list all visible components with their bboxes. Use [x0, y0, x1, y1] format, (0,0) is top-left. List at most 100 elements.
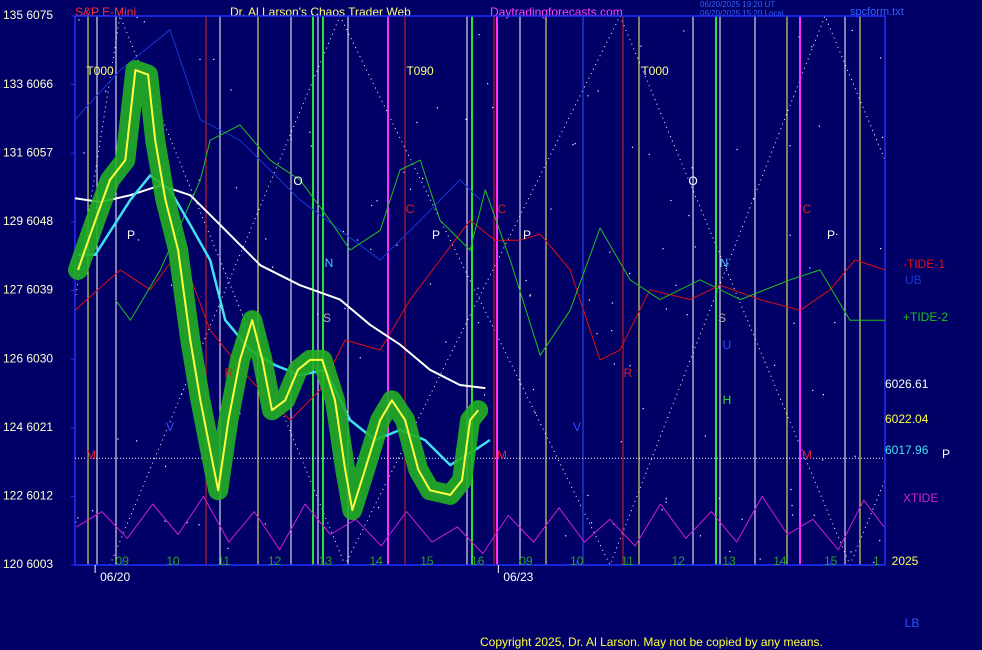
- star: [873, 561, 875, 563]
- series-line: [74, 29, 481, 261]
- star: [534, 412, 536, 414]
- star: [836, 233, 838, 236]
- star: [137, 239, 140, 241]
- annotation: M: [497, 448, 507, 462]
- star: [83, 152, 85, 154]
- annotation: P: [127, 228, 135, 242]
- star: [812, 389, 814, 392]
- star: [77, 517, 79, 519]
- star: [429, 283, 432, 285]
- star: [665, 501, 667, 503]
- star: [670, 199, 672, 202]
- x-tick-label: 1: [873, 554, 880, 568]
- star: [792, 514, 794, 516]
- annotation: C: [406, 202, 415, 216]
- star: [631, 146, 634, 148]
- star: [741, 518, 743, 520]
- x-tick-label: 10: [570, 554, 584, 568]
- copyright: Copyright 2025, Dr. Al Larson. May not b…: [480, 635, 823, 649]
- star: [736, 148, 738, 151]
- star: [596, 333, 598, 335]
- star: [789, 145, 791, 147]
- annotation: C: [498, 202, 507, 216]
- y-tick-label: 122 6012: [3, 489, 53, 503]
- star: [729, 550, 731, 553]
- star: [879, 57, 882, 59]
- star: [264, 523, 266, 525]
- legend-label: XTIDE: [903, 491, 938, 505]
- series-line: [76, 495, 885, 555]
- star: [164, 465, 167, 467]
- series-line: [74, 219, 886, 421]
- y-tick-label: 127 6039: [3, 283, 53, 297]
- timestamp: 06/20/2025 15:20 Local: [700, 9, 784, 18]
- star: [235, 187, 238, 189]
- star: [565, 535, 567, 537]
- star: [342, 230, 344, 233]
- star: [683, 30, 685, 32]
- star: [136, 16, 138, 19]
- last-value-label: 6026.61: [885, 377, 929, 391]
- star: [620, 441, 622, 443]
- annotation: M: [802, 448, 812, 462]
- star: [665, 308, 667, 310]
- star: [611, 302, 613, 304]
- star: [854, 455, 856, 457]
- star: [699, 535, 702, 537]
- x-tick-label: 13: [722, 554, 736, 568]
- star: [665, 497, 667, 500]
- annotation: U: [723, 338, 732, 352]
- legend-label: UB: [905, 273, 922, 287]
- file-name: spcform.txt: [850, 6, 904, 18]
- series-line: [78, 174, 491, 467]
- x-tick-label: 14: [369, 554, 383, 568]
- star: [791, 504, 793, 507]
- star: [640, 45, 642, 47]
- star: [525, 279, 527, 282]
- star: [648, 153, 650, 156]
- star: [143, 21, 145, 23]
- annotation: T000: [641, 64, 669, 78]
- x-tick-label: 11: [218, 554, 231, 568]
- star: [774, 364, 776, 366]
- star: [356, 239, 359, 241]
- star: [851, 29, 853, 32]
- star: [675, 284, 677, 286]
- star: [199, 58, 201, 60]
- y-tick-label: 133 6066: [3, 77, 53, 91]
- x-tick-label: 11: [621, 554, 634, 568]
- x-tick-label: 14: [773, 554, 787, 568]
- star: [532, 388, 535, 391]
- annotation: O: [293, 174, 302, 188]
- x-tick-label: 13: [319, 554, 333, 568]
- annotation: 2025: [892, 554, 919, 568]
- star: [198, 524, 200, 526]
- y-tick-label: 129 6048: [3, 214, 53, 228]
- star: [686, 314, 688, 316]
- star: [170, 284, 173, 286]
- star: [492, 106, 494, 109]
- star: [272, 266, 274, 268]
- star: [661, 509, 663, 511]
- star: [691, 167, 693, 169]
- series-line: [77, 69, 479, 512]
- star: [572, 144, 574, 146]
- annotation: P: [942, 447, 950, 461]
- date-label: 06/20: [100, 570, 130, 584]
- star: [588, 299, 591, 301]
- annotation: O: [688, 174, 697, 188]
- cycle-wave: [74, 14, 886, 567]
- star: [484, 394, 486, 396]
- star: [880, 248, 882, 250]
- annotation: P: [523, 228, 531, 242]
- star: [850, 551, 852, 553]
- star: [117, 438, 119, 440]
- date-label: 06/23: [503, 570, 533, 584]
- star: [445, 341, 447, 343]
- star: [574, 143, 576, 145]
- annotation: T090: [406, 64, 434, 78]
- y-tick-label: 120 6003: [3, 557, 53, 571]
- x-tick-label: 16: [471, 554, 485, 568]
- star: [613, 363, 615, 365]
